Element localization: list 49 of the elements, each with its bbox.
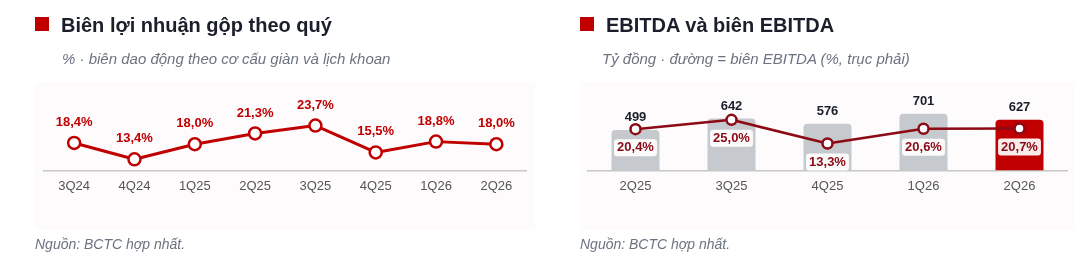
text: Nguồn: BCTC hợp nhất.	[35, 236, 186, 252]
point	[725, 113, 738, 127]
data-label: 21,3%	[236, 104, 274, 120]
x-tick-label: 3Q25	[299, 177, 332, 193]
data-label: 576	[816, 102, 839, 118]
data-label: 20,7%	[1001, 138, 1039, 154]
data-label: 13,4%	[116, 130, 154, 146]
x-tick-label: 4Q24	[118, 177, 151, 193]
data-label: 499	[624, 109, 647, 125]
data-label: 15,5%	[357, 123, 395, 139]
data-label: 18,4%	[55, 114, 94, 130]
x-tick-label: 2Q25	[239, 177, 271, 193]
data-label: 20,4%	[617, 139, 655, 155]
data-label: 18,0%	[477, 115, 516, 131]
chart-subtitle: % · biên dao động theo cơ cấu giàn và lịch khoan	[62, 50, 391, 67]
data-label: 13,3%	[809, 153, 847, 169]
data-label: 18,0%	[176, 115, 214, 131]
point	[917, 122, 930, 135]
x-tick-label: 3Q25	[715, 177, 748, 193]
data-label: 627	[1008, 98, 1031, 114]
point	[247, 126, 263, 141]
point	[489, 136, 504, 152]
x-tick-label: 2Q25	[619, 177, 652, 193]
chart-title: EBITDA và biên EBITDA	[606, 14, 835, 36]
data-label: 23,7%	[296, 96, 335, 112]
chart-title: Biên lợi nhuận gộp theo quý	[61, 14, 332, 36]
data-label: 18,8%	[417, 112, 455, 128]
point	[368, 145, 383, 160]
data-label: 701	[912, 92, 935, 108]
text: Nguồn: BCTC hợp nhất.	[580, 236, 731, 252]
data-label: 20,6%	[905, 138, 943, 154]
x-tick-label: 3Q24	[58, 177, 91, 193]
point	[1013, 122, 1026, 135]
x-tick-label: 1Q26	[907, 177, 940, 193]
data-label: 642	[720, 97, 743, 113]
point	[127, 152, 142, 167]
chart-subtitle: Tỷ đồng · đường = biên EBITDA (%, trục phải)	[602, 50, 910, 67]
point	[308, 118, 323, 133]
point	[629, 122, 642, 136]
x-tick-label: 4Q25	[359, 177, 392, 193]
data-label: 25,0%	[713, 129, 751, 145]
x-tick-label: 2Q26	[480, 177, 513, 193]
x-tick-label: 4Q25	[811, 177, 844, 193]
point	[66, 135, 82, 151]
x-tick-label: 1Q26	[420, 177, 452, 193]
point	[428, 134, 444, 149]
x-tick-label: 2Q26	[1003, 177, 1036, 193]
x-tick-label: 1Q25	[178, 177, 211, 193]
point	[187, 136, 203, 152]
